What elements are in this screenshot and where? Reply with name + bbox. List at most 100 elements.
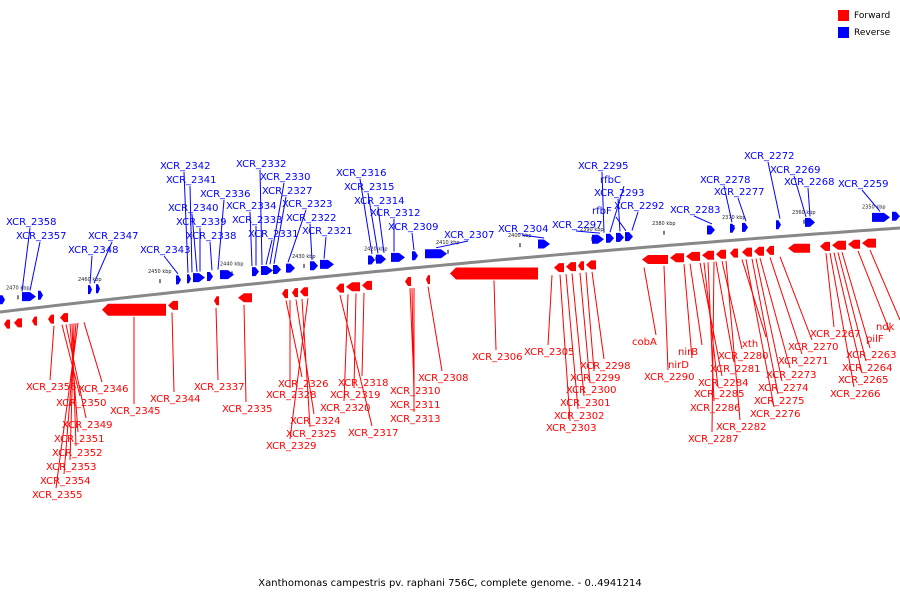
reverse-leader-line: [367, 192, 379, 254]
reverse-gene-arrow: [320, 259, 334, 269]
reverse-gene-arrow: [625, 232, 633, 242]
tick-label: 2430 kbp: [292, 254, 316, 260]
forward-gene-label: XCR_2335: [222, 404, 273, 415]
forward-gene-label: XCR_2298: [580, 361, 631, 372]
forward-gene-label: XCR_2265: [838, 375, 889, 386]
reverse-gene-label: XCR_2314: [354, 196, 405, 207]
forward-leader-line: [779, 256, 813, 341]
reverse-leader-line: [411, 232, 415, 250]
reverse-leader-line: [615, 216, 627, 232]
forward-gene-label: XCR_2300: [566, 385, 617, 396]
axis-line: [0, 226, 900, 314]
forward-gene-label: XCR_2301: [560, 398, 611, 409]
forward-gene-label: XCR_2276: [750, 409, 801, 420]
reverse-leader-line: [209, 241, 213, 271]
forward-leader-line: [721, 261, 743, 350]
forward-gene-arrow: [788, 243, 810, 253]
forward-leader-line: [833, 252, 863, 374]
forward-leader-line: [289, 298, 309, 440]
reverse-gene-label: XCR_2340: [168, 203, 219, 214]
forward-gene-label: XCR_2356: [26, 382, 77, 393]
reverse-gene-label: XCR_2323: [282, 199, 333, 210]
forward-gene-arrow: [702, 250, 714, 260]
forward-leader-line: [171, 312, 175, 393]
forward-leader-line: [585, 272, 595, 372]
tick-label: 2440 kbp: [220, 261, 244, 267]
forward-gene-label: XCR_2352: [52, 448, 103, 459]
reverse-gene-label: XCR_2307: [444, 230, 495, 241]
reverse-gene-label: XCR_2342: [160, 161, 211, 172]
forward-gene-label: XCR_2353: [46, 462, 97, 473]
forward-leader-line: [759, 258, 791, 369]
reverse-leader-line: [29, 241, 41, 291]
forward-gene-arrow: [48, 314, 54, 324]
reverse-gene-arrow: [261, 265, 273, 275]
forward-gene-arrow: [336, 283, 344, 293]
forward-leader-line: [565, 273, 579, 410]
reverse-leader-line: [807, 187, 811, 217]
forward-leader-line: [825, 253, 835, 328]
forward-gene-label: XCR_2325: [286, 429, 337, 440]
reverse-gene-label: XCR_2293: [594, 188, 645, 199]
reverse-leader-line: [601, 171, 605, 233]
forward-gene-label: XCR_2344: [150, 394, 201, 405]
forward-gene-arrow: [820, 241, 830, 251]
forward-gene-label: XCR_2275: [754, 396, 805, 407]
reverse-gene-arrow: [892, 211, 900, 221]
forward-gene-arrow: [686, 251, 700, 261]
forward-gene-arrow: [670, 253, 684, 263]
forward-leader-line: [65, 324, 87, 419]
forward-gene-arrow: [238, 293, 252, 303]
reverse-gene-label: XCR_2333: [232, 215, 283, 226]
forward-gene-label: XCR_2311: [390, 400, 441, 411]
reverse-gene-arrow: [187, 274, 191, 284]
reverse-leader-line: [89, 255, 93, 284]
tick-label: 2370 kbp: [722, 215, 746, 221]
forward-gene-label: nirB: [678, 347, 698, 358]
reverse-leader-line: [217, 199, 225, 270]
reverse-gene-label: XCR_2339: [176, 217, 227, 228]
reverse-gene-label: XCR_2292: [614, 201, 665, 212]
reverse-gene-arrow: [872, 212, 890, 222]
reverse-leader-line: [323, 236, 327, 259]
reverse-gene-arrow: [193, 273, 205, 283]
forward-leader-line: [243, 304, 247, 403]
reverse-leader-line: [189, 185, 193, 273]
forward-gene-label: XCR_2274: [758, 383, 809, 394]
forward-leader-line: [339, 294, 373, 427]
reverse-gene-arrow: [252, 267, 259, 277]
forward-gene-label: xth: [742, 339, 758, 350]
reverse-leader-line: [309, 223, 313, 260]
forward-leader-line: [711, 261, 715, 433]
reverse-gene-arrow: [310, 261, 318, 271]
reverse-swatch: [838, 27, 849, 38]
forward-gene-label: XCR_2350: [56, 398, 107, 409]
forward-leader-line: [755, 258, 783, 382]
reverse-gene-arrow: [391, 252, 405, 262]
reverse-leader-line: [273, 196, 287, 264]
forward-gene-arrow: [102, 303, 166, 316]
reverse-gene-label: XCR_2297: [552, 220, 603, 231]
forward-gene-arrow: [168, 300, 178, 310]
reverse-leader-line: [435, 240, 469, 249]
reverse-leader-line: [93, 241, 113, 284]
forward-gene-label: XCR_2326: [278, 379, 329, 390]
reverse-gene-label: XCR_2357: [16, 231, 67, 242]
forward-leader-line: [69, 323, 75, 461]
forward-gene-arrow: [862, 238, 876, 248]
tick-label: 2380 kbp: [652, 221, 676, 227]
forward-gene-arrow: [642, 255, 668, 265]
forward-leader-line: [689, 263, 703, 346]
forward-gene-label: XCR_2287: [688, 434, 739, 445]
reverse-leader-line: [793, 175, 807, 217]
reverse-gene-arrow: [368, 255, 375, 265]
forward-leader-line: [571, 273, 585, 397]
reverse-gene-arrow: [592, 234, 604, 244]
forward-gene-arrow: [766, 245, 774, 255]
reverse-gene-arrow: [38, 290, 43, 300]
forward-gene-label: XCR_2318: [338, 378, 389, 389]
legend-item-reverse: Reverse: [838, 25, 890, 40]
forward-gene-label: XCR_2290: [644, 372, 695, 383]
reverse-gene-label: XCR_2321: [302, 226, 353, 237]
